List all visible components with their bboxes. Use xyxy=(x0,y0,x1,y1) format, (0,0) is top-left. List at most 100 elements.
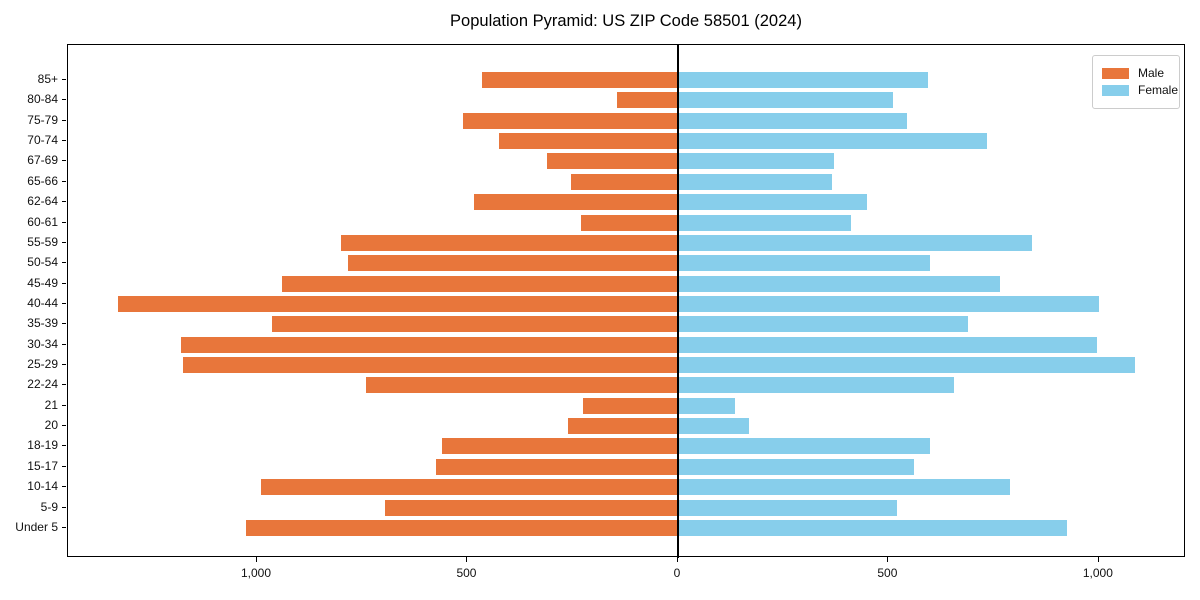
legend-label-male: Male xyxy=(1138,66,1165,80)
y-tick xyxy=(62,79,66,80)
bar-female-45-49 xyxy=(677,275,1000,292)
y-tick-label: 15-17 xyxy=(27,458,58,473)
x-tick-label: 500 xyxy=(456,566,477,580)
bar-male-60-61 xyxy=(581,214,678,231)
bar-male-65-66 xyxy=(570,173,678,190)
bar-male-67-69 xyxy=(547,153,678,170)
y-tick-label: 21 xyxy=(44,397,58,412)
x-tick-label: 500 xyxy=(877,566,898,580)
bar-male-80-84 xyxy=(616,92,678,109)
y-tick xyxy=(62,404,66,406)
y-tick-label: 67-69 xyxy=(27,153,58,168)
bar-female-30-34 xyxy=(677,336,1097,353)
bar-female-35-39 xyxy=(677,316,969,333)
bar-female-55-59 xyxy=(677,234,1032,251)
bar-male-75-79 xyxy=(463,112,678,129)
bar-female-70-74 xyxy=(677,133,988,150)
y-tick-label: 40-44 xyxy=(27,295,58,310)
y-tick-label: 50-54 xyxy=(27,255,58,270)
bar-male-62-64 xyxy=(473,194,678,211)
bar-male-40-44 xyxy=(118,295,678,312)
y-tick-label: 22-24 xyxy=(27,377,58,392)
x-tick xyxy=(255,557,257,562)
bar-female-50-54 xyxy=(677,255,931,272)
bar-female-67-69 xyxy=(677,153,834,170)
x-tick xyxy=(887,557,889,562)
y-tick-label: 75-79 xyxy=(27,112,58,127)
bar-female-60-61 xyxy=(677,214,851,231)
y-tick-label: 5-9 xyxy=(40,499,58,514)
y-tick xyxy=(62,180,66,182)
bar-female-75-79 xyxy=(677,112,908,129)
bar-male-85+ xyxy=(482,72,678,88)
male-swatch-icon xyxy=(1102,67,1129,79)
x-tick-label: 0 xyxy=(673,566,681,580)
bar-male-5-9 xyxy=(385,499,678,516)
bar-female-Under 5 xyxy=(677,519,1068,536)
y-tick xyxy=(62,445,66,447)
bar-female-80-84 xyxy=(677,92,893,109)
y-tick xyxy=(62,506,66,508)
legend: Male Female xyxy=(1092,55,1180,109)
y-tick xyxy=(62,282,66,284)
bar-male-18-19 xyxy=(442,438,678,455)
bar-female-85+ xyxy=(677,72,929,88)
x-tick-label: 1,000 xyxy=(1082,566,1113,580)
chart-title: Population Pyramid: US ZIP Code 58501 (2… xyxy=(450,12,802,30)
y-tick xyxy=(62,384,66,386)
y-tick xyxy=(62,221,66,223)
x-tick-label: 1,000 xyxy=(240,566,271,580)
bar-male-21 xyxy=(583,397,678,414)
y-tick xyxy=(62,201,66,203)
bar-male-35-39 xyxy=(271,316,678,333)
legend-item-female: Female xyxy=(1102,83,1178,97)
bar-female-65-66 xyxy=(677,173,832,190)
bar-female-62-64 xyxy=(677,194,868,211)
y-tick xyxy=(62,99,66,101)
y-tick xyxy=(62,526,66,528)
y-tick-label: 65-66 xyxy=(27,173,58,188)
y-tick xyxy=(62,343,66,345)
y-tick-label: 35-39 xyxy=(27,316,58,331)
y-tick-label: 62-64 xyxy=(27,194,58,209)
bar-female-5-9 xyxy=(677,499,897,516)
bar-male-Under 5 xyxy=(246,519,678,536)
y-tick xyxy=(62,262,66,264)
y-tick-label: 20 xyxy=(44,418,58,433)
bar-female-10-14 xyxy=(677,479,1011,496)
y-tick xyxy=(62,425,66,427)
y-tick xyxy=(62,486,66,488)
bar-male-20 xyxy=(568,418,678,435)
bar-female-40-44 xyxy=(677,295,1099,312)
y-tick-label: Under 5 xyxy=(15,519,58,534)
y-tick-label: 70-74 xyxy=(27,133,58,148)
bar-male-55-59 xyxy=(341,234,678,251)
bar-female-25-29 xyxy=(677,357,1135,374)
y-tick-label: 25-29 xyxy=(27,357,58,372)
bar-male-15-17 xyxy=(435,458,678,475)
y-tick xyxy=(62,160,66,162)
bar-female-20 xyxy=(677,418,750,435)
legend-item-male: Male xyxy=(1102,66,1170,80)
bar-female-22-24 xyxy=(677,377,954,394)
y-tick xyxy=(62,364,66,366)
bar-female-18-19 xyxy=(677,438,931,455)
y-tick-label: 60-61 xyxy=(27,214,58,229)
y-tick-label: 30-34 xyxy=(27,336,58,351)
bar-female-21 xyxy=(677,397,735,414)
bar-male-10-14 xyxy=(261,479,678,496)
y-tick-label: 18-19 xyxy=(27,438,58,453)
y-tick xyxy=(62,119,66,121)
bar-female-15-17 xyxy=(677,458,914,475)
x-tick xyxy=(1097,557,1099,562)
legend-label-female: Female xyxy=(1138,83,1179,97)
bar-male-50-54 xyxy=(347,255,678,272)
y-tick-label: 10-14 xyxy=(27,479,58,494)
y-tick xyxy=(62,302,66,304)
bar-male-22-24 xyxy=(366,377,678,394)
y-tick-label: 80-84 xyxy=(27,92,58,107)
bar-male-70-74 xyxy=(499,133,678,150)
female-swatch-icon xyxy=(1102,84,1129,96)
x-tick xyxy=(466,557,468,562)
y-tick-label: 45-49 xyxy=(27,275,58,290)
